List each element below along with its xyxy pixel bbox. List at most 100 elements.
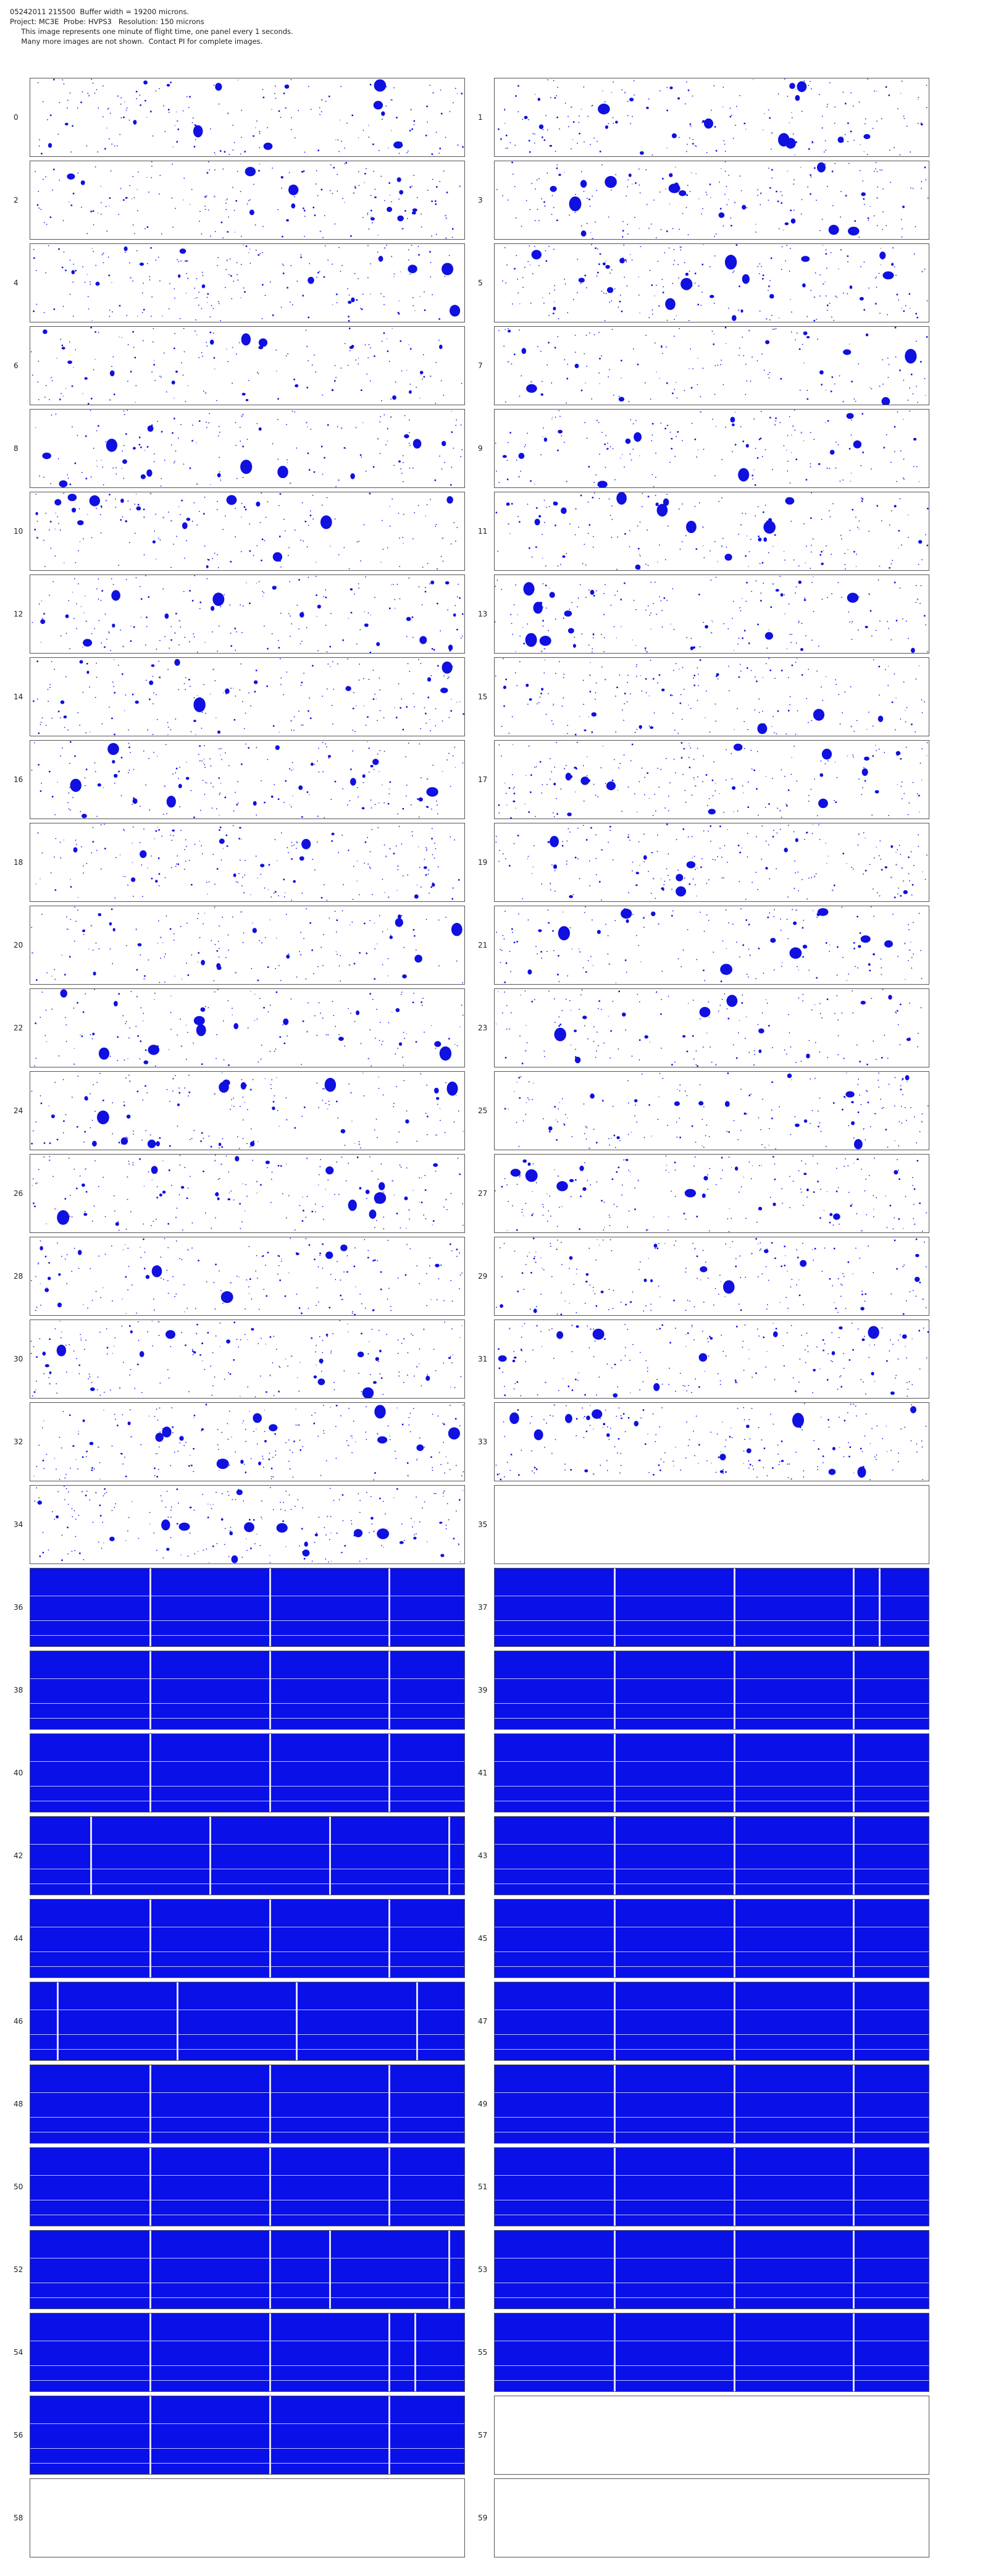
particle-speck	[301, 681, 303, 684]
panel-label: 8	[14, 444, 19, 453]
particle-speck	[638, 294, 640, 296]
particle	[818, 798, 828, 809]
particle-speck	[395, 1053, 396, 1054]
particle-speck	[875, 162, 877, 163]
particle-speck	[41, 153, 43, 154]
particle-speck	[662, 353, 663, 354]
particle-speck	[613, 82, 614, 83]
particle-speck	[632, 639, 633, 641]
particle	[389, 935, 393, 940]
particle-speck	[89, 731, 91, 733]
particle-speck	[545, 115, 546, 116]
particle-speck	[769, 912, 770, 914]
particle-speck	[853, 550, 855, 553]
particle-speck	[365, 725, 367, 726]
particle-speck	[574, 791, 576, 793]
particle	[193, 697, 206, 712]
particle-speck	[292, 795, 293, 796]
particle-speck	[126, 314, 128, 316]
particle-speck	[190, 731, 192, 733]
particle-speck	[380, 1022, 381, 1023]
particle-speck	[857, 844, 859, 846]
particle-speck	[159, 280, 161, 282]
particle-image	[35, 161, 461, 239]
particle-speck	[293, 730, 295, 731]
particle-speck	[566, 765, 567, 766]
particle-speck	[748, 781, 749, 783]
particle	[411, 211, 416, 215]
particle-speck	[518, 913, 519, 915]
particle	[817, 908, 829, 916]
particle-speck	[397, 869, 398, 870]
particle	[567, 628, 574, 634]
particle-speck	[219, 431, 220, 433]
particle-speck	[598, 1045, 599, 1046]
particle-speck	[348, 618, 350, 619]
particle	[450, 305, 461, 317]
particle-speck	[84, 929, 85, 930]
particle-speck	[254, 993, 256, 995]
particle-speck	[558, 981, 560, 982]
particle-speck	[97, 213, 99, 214]
particle-speck	[813, 875, 816, 878]
particle-speck	[352, 899, 354, 900]
particle	[140, 474, 146, 479]
particle-speck	[154, 453, 155, 455]
particle-speck	[242, 877, 243, 878]
particle-speck	[679, 668, 680, 670]
particle	[284, 84, 290, 89]
particle-speck	[610, 1030, 612, 1032]
particle-speck	[65, 1024, 67, 1025]
particle-speck	[79, 725, 80, 726]
particle-speck	[357, 787, 358, 788]
particle-speck	[768, 167, 769, 169]
particle-speck	[882, 211, 884, 213]
particle-speck	[913, 865, 915, 866]
particle-speck	[330, 545, 331, 547]
particle-speck	[720, 168, 722, 169]
particle-speck	[377, 438, 379, 440]
particle-speck	[819, 1051, 821, 1053]
particle-speck	[66, 928, 68, 930]
particle-speck	[340, 955, 341, 956]
particle-speck	[655, 476, 656, 478]
particle	[549, 592, 555, 598]
particle-speck	[925, 624, 926, 626]
particle-speck	[802, 956, 804, 958]
particle-speck	[85, 620, 87, 622]
particle-speck	[808, 148, 810, 150]
particle-speck	[60, 339, 61, 340]
particle-speck	[760, 193, 761, 195]
particle-speck	[185, 1024, 187, 1026]
particle-speck	[627, 681, 628, 683]
particle-speck	[289, 482, 291, 484]
particle-speck	[512, 634, 513, 635]
particle-speck	[659, 192, 661, 193]
particle-speck	[170, 639, 172, 641]
particle-speck	[101, 723, 103, 725]
particle-speck	[864, 204, 865, 205]
particle-speck	[235, 536, 236, 537]
particle-speck	[880, 248, 882, 249]
particle-speck	[666, 109, 668, 112]
particle-speck	[318, 1002, 320, 1004]
particle	[295, 384, 299, 387]
particle-speck	[43, 1142, 46, 1144]
particle-speck	[235, 445, 237, 446]
particle-speck	[427, 696, 429, 699]
particle	[97, 783, 101, 787]
particle-speck	[202, 275, 204, 276]
particle-speck	[65, 676, 67, 678]
particle-speck	[134, 233, 135, 234]
particle	[77, 520, 84, 526]
particle-speck	[393, 1103, 395, 1104]
image-panel	[30, 243, 465, 322]
particle-speck	[132, 175, 134, 177]
particle-speck	[452, 666, 453, 668]
particle-speck	[387, 427, 388, 429]
particle-speck	[769, 669, 771, 671]
particle-speck	[602, 745, 603, 747]
particle-speck	[666, 346, 667, 348]
particle-speck	[575, 1056, 577, 1058]
particle-speck	[757, 506, 759, 507]
